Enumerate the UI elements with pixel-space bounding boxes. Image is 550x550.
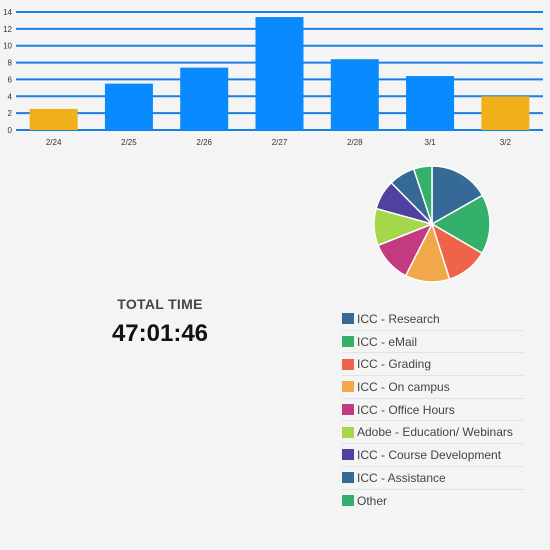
pie-chart (373, 165, 491, 283)
bar-2-26[interactable] (180, 67, 229, 130)
legend-item[interactable]: ICC - Grading (342, 353, 524, 377)
legend-item[interactable]: Other (342, 490, 524, 513)
total-time-value: 47:01:46 (111, 320, 209, 347)
legend-item[interactable]: ICC - Course Development (342, 444, 524, 467)
x-tick-label: 3/1 (425, 138, 437, 147)
total-time-label: TOTAL TIME (117, 296, 203, 312)
legend-item[interactable]: ICC - Research (342, 308, 524, 331)
y-tick-label: 2 (8, 109, 13, 118)
legend-item[interactable]: Adobe - Education/ Webinars (342, 421, 524, 445)
legend-item[interactable]: ICC - On campus (342, 376, 524, 399)
legend-swatch (342, 336, 354, 348)
bar-chart-bars (29, 17, 530, 131)
legend-item[interactable]: ICC - Office Hours (342, 399, 524, 422)
pie-legend: ICC - Research ICC - eMail ICC - Grading IC… (342, 308, 524, 512)
pie-slice[interactable] (412, 165, 433, 225)
x-tick-label: 2/27 (272, 138, 288, 147)
bar-chart: 0 2 4 6 8 10 12 14 2/24 2/25 2/26 2/27 2/28 3/1 3/2 (3, 8, 543, 147)
legend-label: ICC - eMail (357, 334, 418, 349)
legend-swatch (342, 358, 354, 370)
bar-3-1[interactable] (406, 76, 455, 130)
legend-swatch (342, 404, 354, 416)
bar-2-27[interactable] (255, 17, 304, 130)
y-tick-label: 8 (8, 59, 13, 68)
y-tick-label: 14 (3, 8, 12, 17)
y-tick-label: 12 (3, 25, 12, 34)
pie-slice[interactable] (430, 194, 491, 255)
legend-label: ICC - Course Development (357, 447, 502, 462)
legend-label: ICC - Assistance (357, 470, 446, 485)
x-tick-label: 3/2 (500, 138, 512, 147)
legend-item[interactable]: ICC - Assistance (342, 467, 524, 490)
legend-label: Other (357, 493, 388, 508)
x-tick-label: 2/28 (347, 138, 363, 147)
legend-label: ICC - Grading (357, 357, 432, 372)
legend-label: ICC - Research (357, 311, 440, 326)
y-tick-label: 10 (3, 42, 12, 51)
legend-swatch (342, 426, 354, 438)
bar-2-28[interactable] (330, 59, 379, 131)
bar-chart-x-labels: 2/24 2/25 2/26 2/27 2/28 3/1 3/2 (46, 138, 512, 147)
legend-swatch (342, 381, 354, 393)
legend-label: Adobe - Education/ Webinars (357, 425, 513, 440)
legend-swatch (342, 449, 354, 461)
legend-swatch (342, 472, 354, 484)
legend-swatch (342, 313, 354, 325)
x-tick-label: 2/26 (196, 138, 212, 147)
y-tick-label: 6 (8, 75, 13, 84)
x-tick-label: 2/25 (121, 138, 137, 147)
bar-2-25[interactable] (104, 83, 153, 130)
bar-chart-y-ticks: 0 2 4 6 8 10 12 14 (3, 8, 12, 135)
bar-3-2[interactable] (481, 96, 530, 130)
y-tick-label: 4 (8, 92, 13, 101)
legend-label: ICC - On campus (357, 379, 450, 394)
legend-swatch (342, 495, 354, 507)
total-time-block: TOTAL TIME 47:01:46 (60, 296, 260, 348)
x-tick-label: 2/24 (46, 138, 62, 147)
legend-item[interactable]: ICC - eMail (342, 331, 524, 354)
bar-2-24[interactable] (29, 108, 78, 130)
pie-slice[interactable] (431, 165, 484, 226)
legend-label: ICC - Office Hours (357, 402, 455, 417)
y-tick-label: 0 (8, 126, 13, 135)
